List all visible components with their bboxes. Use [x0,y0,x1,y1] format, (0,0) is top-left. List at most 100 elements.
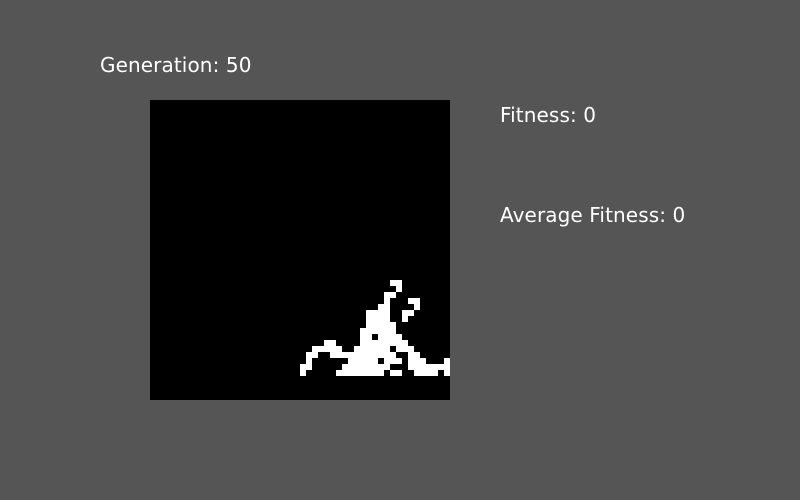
cellular-grid[interactable] [150,100,450,400]
live-cell [390,352,396,358]
live-cell [384,364,390,370]
live-cell [408,310,414,316]
live-cell [366,310,372,316]
live-cell [300,370,306,376]
live-cell [378,370,384,376]
live-cell [360,328,366,334]
live-cell [390,322,396,328]
live-cell [336,352,342,358]
live-cell [384,292,390,298]
live-cell [378,364,384,370]
live-cell [324,346,330,352]
live-cell [372,364,378,370]
grid-canvas[interactable] [150,100,450,400]
live-cell [384,322,390,328]
fitness-readout: Fitness: 0 [500,103,597,127]
live-cell [348,370,354,376]
live-cell [408,364,414,370]
live-cell [342,370,348,376]
live-cell [366,358,372,364]
live-cell [414,352,420,358]
live-cell [312,352,318,358]
live-cell [432,370,438,376]
live-cell [366,370,372,376]
live-cell [384,340,390,346]
live-cell [372,322,378,328]
live-cell [396,346,402,352]
live-cell [408,358,414,364]
live-cell [378,346,384,352]
live-cell [354,370,360,376]
live-cell [318,346,324,352]
live-cell [384,358,390,364]
live-cell [402,346,408,352]
live-cell [342,352,348,358]
live-cell [378,310,384,316]
live-cell [396,280,402,286]
live-cell [414,358,420,364]
live-cell [384,304,390,310]
live-cell [438,364,444,370]
live-cell [366,328,372,334]
live-cell [360,346,366,352]
live-cell [366,364,372,370]
live-cell [384,346,390,352]
live-cell [372,370,378,376]
live-cell [300,364,306,370]
live-cell [414,364,420,370]
live-cell [420,370,426,376]
live-cell [378,322,384,328]
live-cell [366,346,372,352]
live-cell [402,316,408,322]
live-cell [426,364,432,370]
live-cell [420,364,426,370]
live-cell [336,370,342,376]
live-cell [372,346,378,352]
live-cell [444,358,450,364]
live-cell [402,310,408,316]
live-cell [312,346,318,352]
live-cell [360,352,366,358]
live-cell [366,334,372,340]
live-cell [402,340,408,346]
live-cell [366,316,372,322]
live-cell [378,334,384,340]
generation-counter: Generation: 50 [100,53,252,77]
live-cell [372,310,378,316]
live-cell [324,340,330,346]
live-cell [414,304,420,310]
live-cell [396,334,402,340]
live-cell [396,370,402,376]
live-cell [396,358,402,364]
live-cell [384,316,390,322]
live-cell [306,364,312,370]
live-cell [414,370,420,376]
live-cell [354,358,360,364]
live-cell [330,340,336,346]
live-cell [390,340,396,346]
live-cell [384,328,390,334]
live-cell [396,340,402,346]
live-cell [348,352,354,358]
live-cell [306,352,312,358]
live-cell [396,286,402,292]
live-cell [372,328,378,334]
live-cell [330,352,336,358]
live-cell [444,370,450,376]
live-cell [360,340,366,346]
live-cell [378,340,384,346]
live-cell [390,358,396,364]
live-cell [384,334,390,340]
live-cell [342,364,348,370]
live-cell [360,334,366,340]
live-cell [390,280,396,286]
live-cell [384,352,390,358]
live-cell [408,298,414,304]
live-cell [390,292,396,298]
live-cell [408,352,414,358]
live-cell [306,358,312,364]
live-cell [426,370,432,376]
average-fitness-readout: Average Fitness: 0 [500,203,686,227]
live-cell [372,352,378,358]
live-cell [378,352,384,358]
